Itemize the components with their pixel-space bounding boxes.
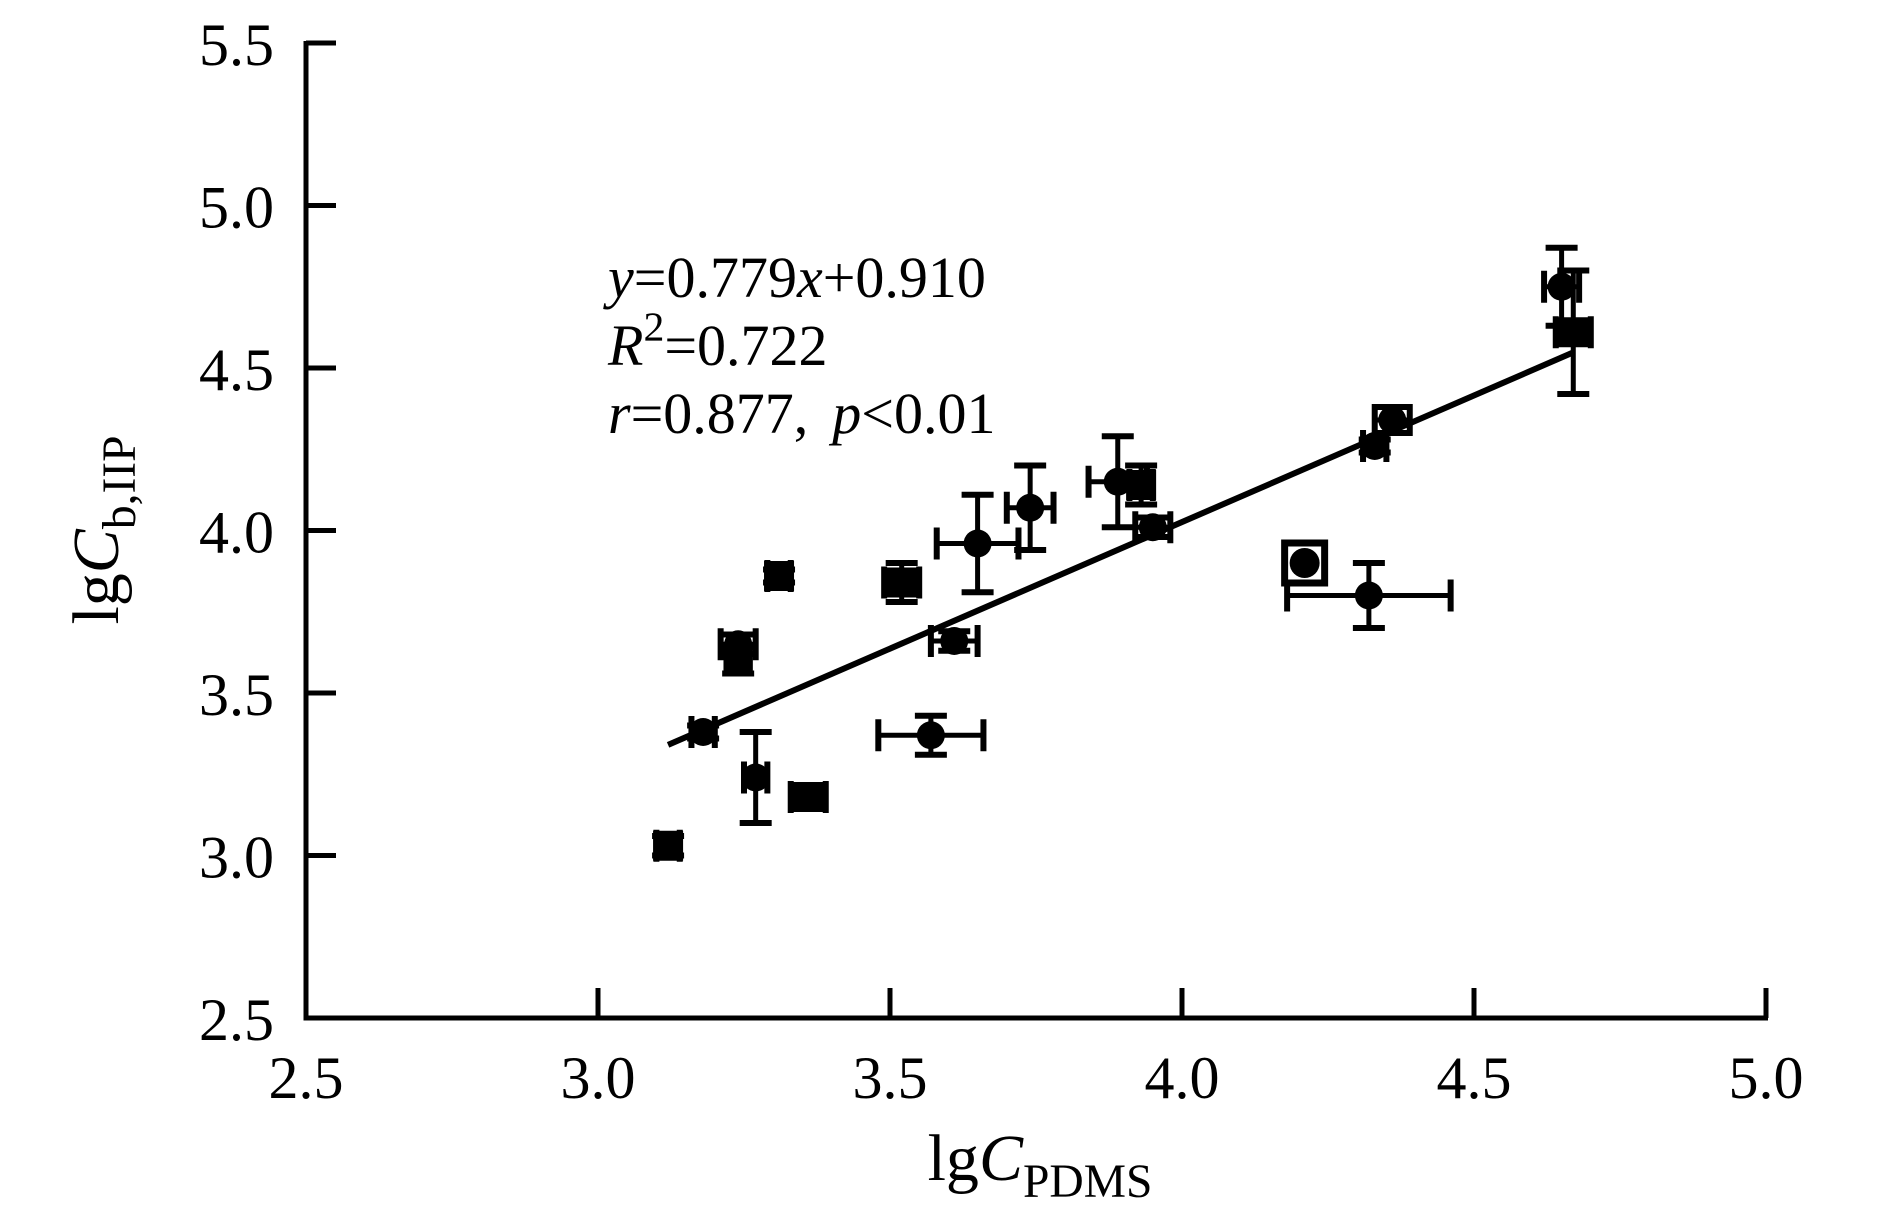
y-axis-label: lgCb,IIP <box>60 435 146 624</box>
x-tick-label: 5.0 <box>1729 1045 1804 1111</box>
y-tick-label: 3.5 <box>199 662 274 728</box>
data-point-circle <box>1354 581 1383 610</box>
data-point-square <box>793 782 824 812</box>
data-point-circle <box>1103 467 1132 496</box>
x-tick-label: 4.5 <box>1437 1045 1512 1111</box>
data-point-circle <box>963 529 992 558</box>
data-point-circle <box>1138 513 1167 542</box>
data-point-square <box>1558 317 1589 348</box>
y-tick-label: 4.5 <box>199 337 274 403</box>
data-point-circle <box>689 718 718 746</box>
y-tick-label: 4.0 <box>199 500 274 566</box>
data-point-circle <box>1547 272 1576 301</box>
fit-annotation-line-2: R2=0.722 <box>607 305 828 378</box>
y-tick-label: 5.0 <box>199 175 274 241</box>
data-point-square <box>764 561 795 591</box>
y-tick-label: 2.5 <box>199 987 274 1053</box>
data-point-circle <box>940 627 969 655</box>
y-tick-label: 5.5 <box>199 12 274 78</box>
fit-annotation-line-3: r=0.877, p<0.01 <box>608 381 996 446</box>
data-point-circle <box>916 721 945 750</box>
axes <box>303 41 1768 1021</box>
fit-annotation-line-1: y=0.779x+0.910 <box>603 245 986 310</box>
x-axis-label: lgCPDMS <box>928 1122 1153 1208</box>
data-point-circle <box>1360 432 1389 460</box>
x-tick-label: 2.5 <box>269 1045 344 1111</box>
data-point-circle <box>1016 493 1045 522</box>
x-tick-label: 3.5 <box>853 1045 928 1111</box>
fit-line <box>666 349 1575 748</box>
data-point-square <box>886 567 917 598</box>
y-tick-label: 3.0 <box>199 825 274 891</box>
x-tick-label: 4.0 <box>1145 1045 1220 1111</box>
data-point-square <box>653 830 684 861</box>
data-point-square <box>1126 470 1157 500</box>
data-point-circle <box>724 646 753 675</box>
x-tick-label: 3.0 <box>561 1045 636 1111</box>
data-point-circle-inside <box>1289 548 1320 578</box>
data-point-circle <box>741 763 770 792</box>
data-point-circle <box>1378 406 1407 434</box>
